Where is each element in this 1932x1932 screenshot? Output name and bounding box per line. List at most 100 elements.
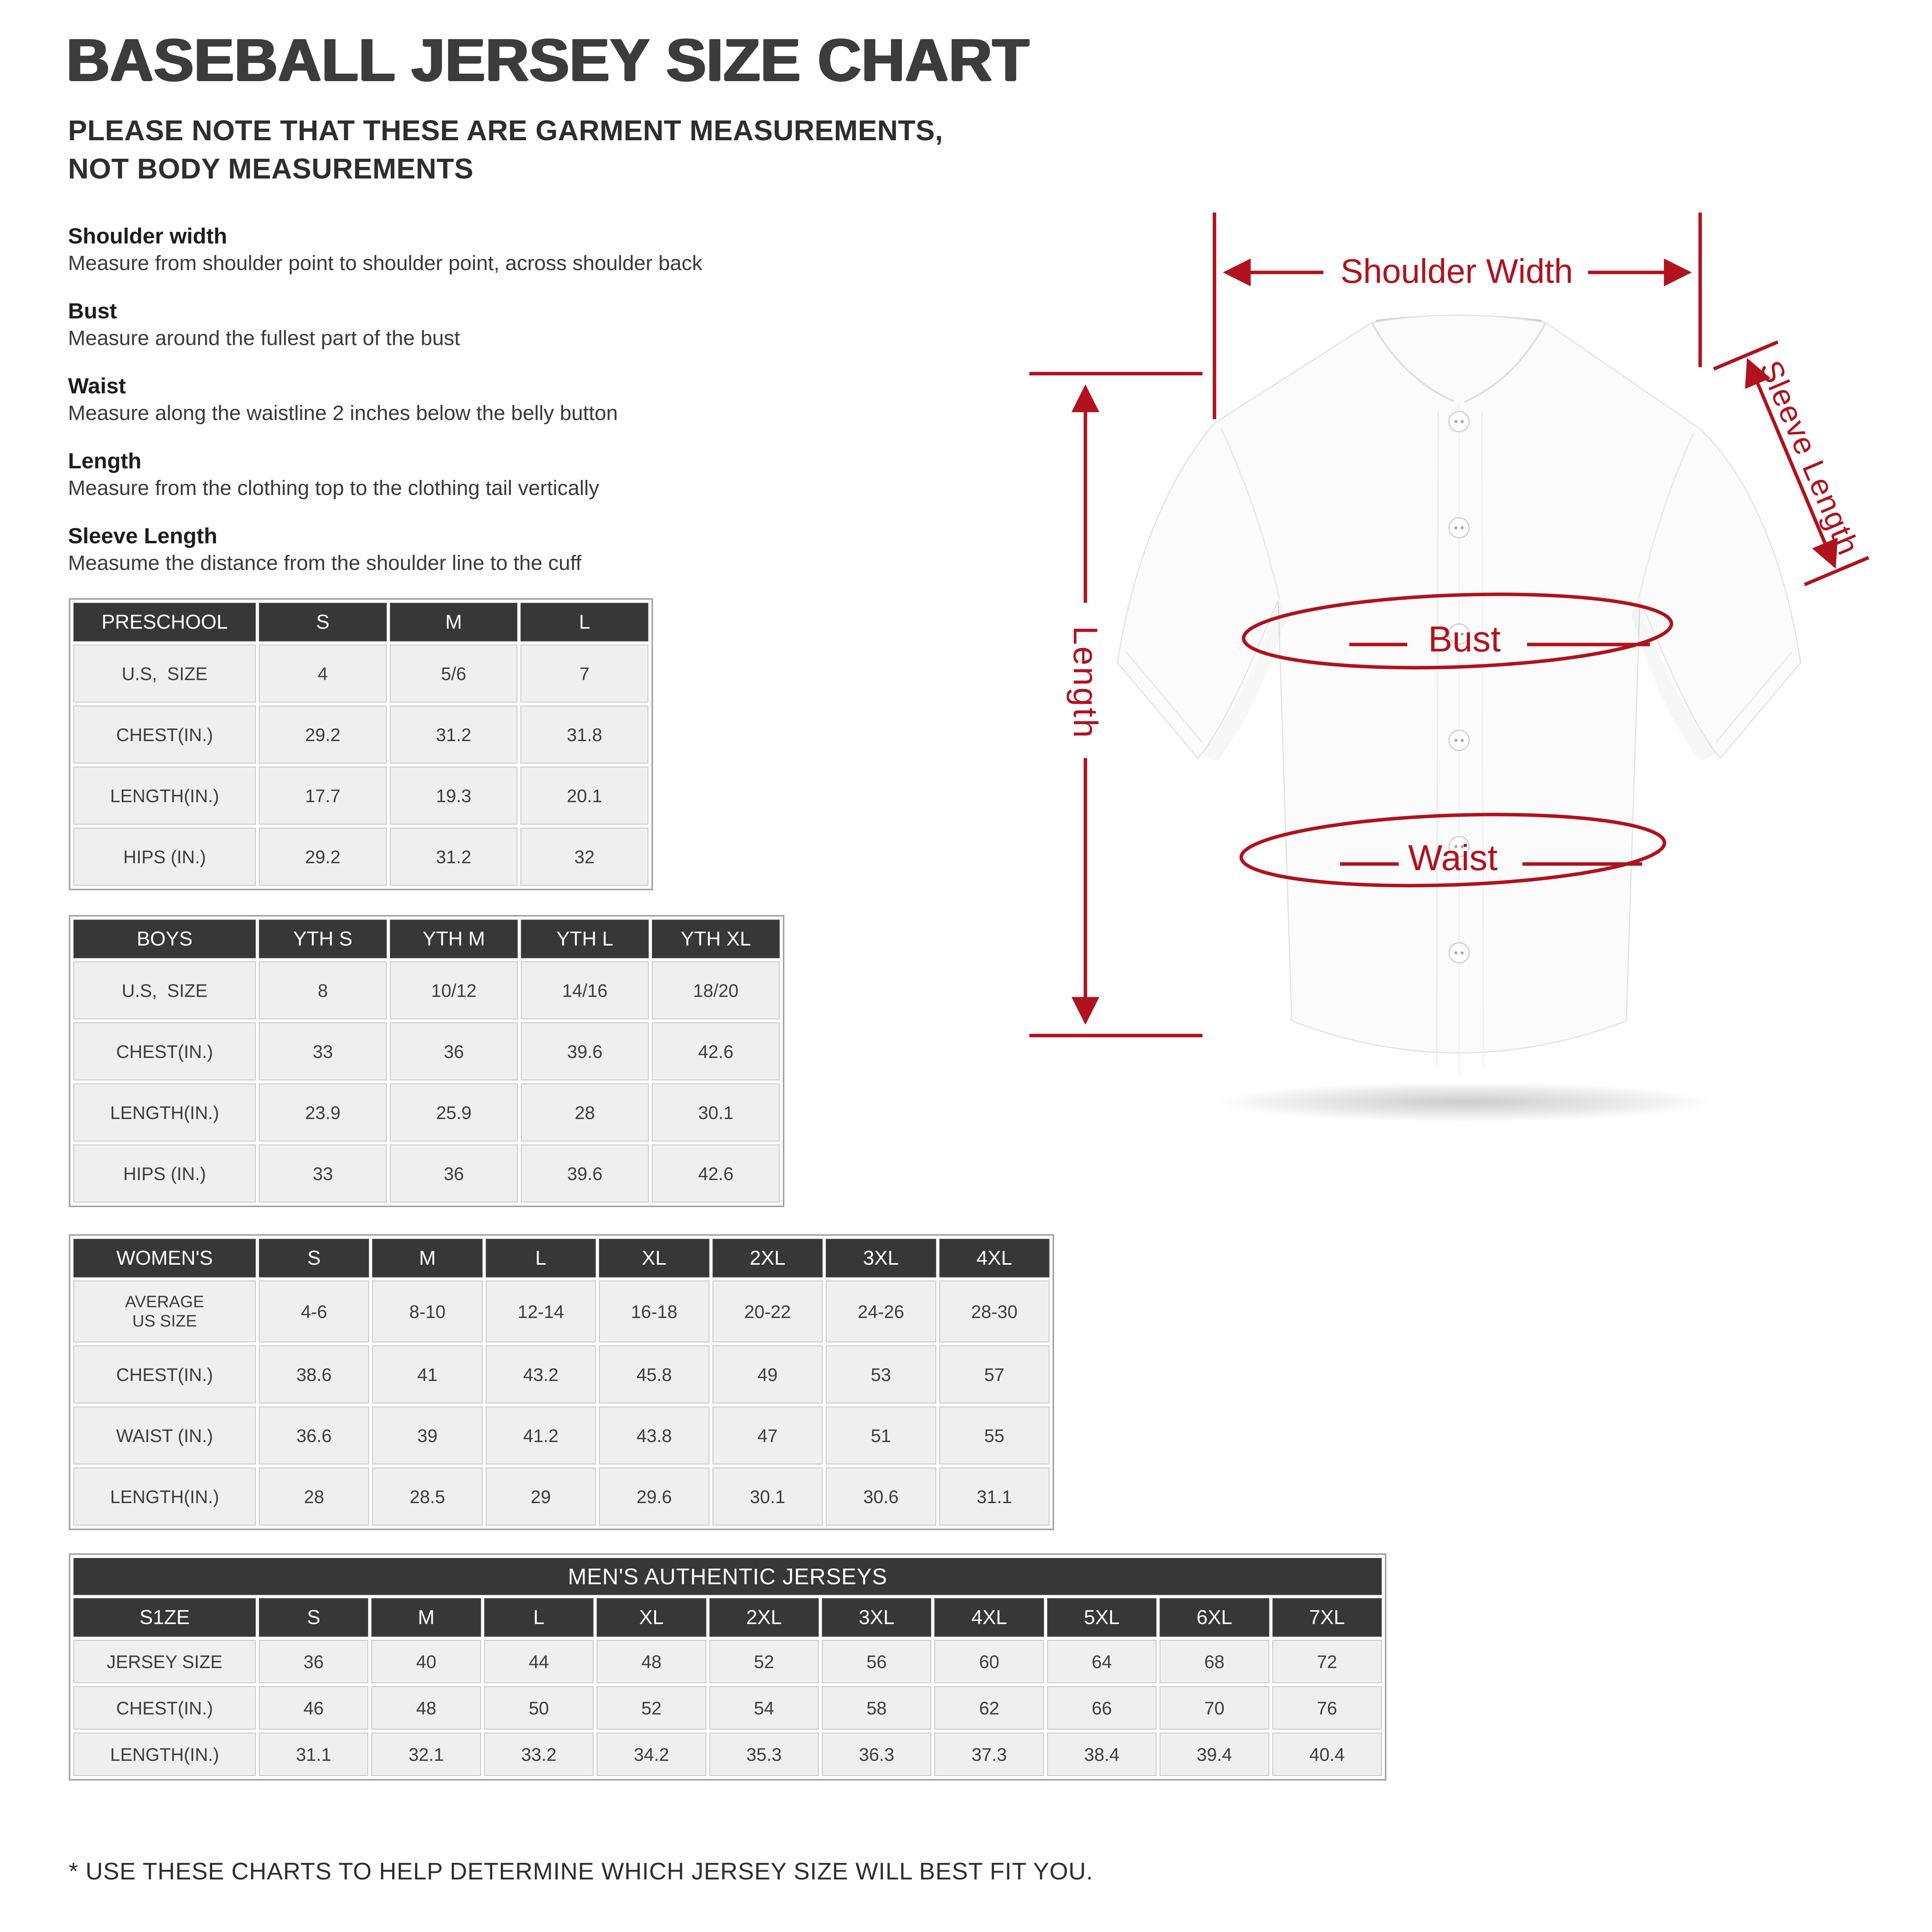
page-title: BASEBALL JERSEY SIZE CHART (66, 26, 1030, 93)
value-cell: 38.6 (259, 1345, 369, 1403)
value-cell: 28 (521, 1083, 649, 1141)
column-header-cell: YTH L (521, 920, 649, 958)
jersey-button-holes (1454, 420, 1464, 954)
value-cell: 29 (485, 1468, 596, 1526)
row-header-cell: JERSEY SIZE (73, 1640, 256, 1683)
table-row: CHEST(IN.) 46 48 50 52 54 58 62 66 70 76 (73, 1686, 1382, 1730)
table-row: WAIST (IN.) 36.6 39 41.2 43.8 47 51 55 (73, 1406, 1049, 1464)
length-dimension (1029, 372, 1202, 1037)
row-header-cell: HIPS (IN.) (73, 828, 256, 886)
column-header-cell: L (484, 1598, 594, 1637)
value-cell: 36 (390, 1145, 518, 1202)
table-title-cell: BOYS (73, 920, 256, 958)
jersey-seam-left (1220, 428, 1281, 600)
shoulder-width-label: Shoulder Width (1340, 252, 1573, 290)
value-cell: 48 (597, 1640, 706, 1683)
definition-desc: Measure from shoulder point to shoulder … (68, 252, 702, 275)
table-row: LENGTH(IN.) 28 28.5 29 29.6 30.1 30.6 31.1 (73, 1468, 1049, 1526)
table-title-cell: S1ZE (73, 1598, 256, 1637)
definition-desc: Measure around the fullest part of the b… (68, 327, 460, 350)
value-cell: 33 (259, 1145, 387, 1202)
value-cell: 28.5 (372, 1468, 483, 1526)
value-cell: 37.3 (934, 1733, 1044, 1776)
value-cell: 76 (1272, 1686, 1382, 1730)
value-cell: 66 (1047, 1686, 1157, 1730)
boys-size-table: BOYS YTH S YTH M YTH L YTH XL U.S, SIZE 8 10/12… (69, 915, 784, 1207)
column-header-cell: M (389, 603, 518, 641)
jersey-neckline-right (1464, 322, 1547, 403)
column-header-cell: YTH S (259, 920, 387, 958)
column-header-cell: YTH M (390, 920, 518, 958)
jersey-placket-right (1481, 411, 1484, 1067)
value-cell: 30.1 (712, 1468, 823, 1526)
value-cell: 72 (1272, 1640, 1382, 1683)
value-cell: 33 (259, 1022, 387, 1080)
value-cell: 52 (597, 1686, 706, 1730)
column-header-cell: L (520, 603, 648, 641)
column-header-cell: 2XL (712, 1239, 823, 1277)
definition-bust: Bust Measure around the fullest part of … (68, 298, 1015, 350)
value-cell: 38.4 (1047, 1733, 1157, 1776)
definition-term: Length (68, 449, 141, 473)
column-header-cell: 3XL (821, 1598, 932, 1637)
table-row: U.S, SIZE 4 5/6 7 (73, 645, 648, 702)
row-header-cell: AVERAGE US SIZE (73, 1281, 256, 1342)
table-row: CHEST(IN.) 38.6 41 43.2 45.8 49 53 57 (73, 1345, 1049, 1403)
column-header-cell: 2XL (709, 1598, 819, 1637)
value-cell: 32.1 (371, 1733, 481, 1776)
page-subtitle: PLEASE NOTE THAT THESE ARE GARMENT MEASU… (68, 114, 943, 185)
value-cell: 46 (259, 1686, 369, 1730)
definition-term: Waist (68, 374, 126, 398)
table-row: HIPS (IN.) 29.2 31.2 32 (73, 828, 648, 886)
value-cell: 10/12 (390, 961, 518, 1019)
value-cell: 32 (520, 828, 648, 886)
womens-size-table: WOMEN'S S M L XL 2XL 3XL 4XL AVERAGE US SIZE 4-6 8… (69, 1234, 1054, 1530)
column-header-cell: 4XL (934, 1598, 1044, 1637)
value-cell: 50 (484, 1686, 594, 1730)
value-cell: 31.1 (939, 1468, 1049, 1526)
value-cell: 40 (371, 1640, 481, 1683)
row-header-cell: CHEST(IN.) (73, 1345, 256, 1403)
value-cell: 34.2 (597, 1733, 706, 1776)
value-cell: 4-6 (259, 1281, 369, 1342)
value-cell: 19.3 (389, 767, 518, 825)
value-cell: 7 (520, 645, 648, 702)
bust-label: Bust (1428, 619, 1501, 659)
sleeve-length-dimension (1713, 340, 1869, 587)
definition-shoulder-width: Shoulder width Measure from shoulder poi… (68, 223, 1015, 275)
column-header-cell: 7XL (1272, 1598, 1382, 1637)
table-row: CHEST(IN.) 29.2 31.2 31.8 (73, 706, 648, 764)
definition-desc: Measume the distance from the shoulder l… (68, 551, 582, 575)
value-cell: 54 (709, 1686, 819, 1730)
value-cell: 28 (259, 1468, 369, 1526)
value-cell: 57 (939, 1345, 1049, 1403)
table-row: JERSEY SIZE 36 40 44 48 52 56 60 64 68 72 (73, 1640, 1382, 1683)
definition-term: Shoulder width (68, 224, 227, 248)
value-cell: 8 (259, 961, 387, 1019)
column-header-cell: S (259, 1598, 369, 1637)
definition-waist: Waist Measure along the waistline 2 inch… (68, 373, 1015, 425)
definition-sleeve-length: Sleeve Length Measume the distance from … (68, 523, 1015, 575)
table-row: LENGTH(IN.) 17.7 19.3 20.1 (73, 767, 648, 825)
definition-desc: Measure from the clothing top to the clo… (68, 476, 599, 500)
measurement-annotations (1029, 213, 1869, 1037)
value-cell: 31.2 (389, 706, 518, 764)
value-cell: 31.2 (389, 828, 518, 886)
value-cell: 52 (709, 1640, 819, 1683)
jersey-placket-left (1436, 411, 1439, 1067)
column-header-cell: 5XL (1047, 1598, 1157, 1637)
row-header-cell: HIPS (IN.) (73, 1145, 256, 1202)
table-row: U.S, SIZE 8 10/12 14/16 18/20 (73, 961, 780, 1019)
value-cell: 42.6 (652, 1145, 780, 1202)
value-cell: 44 (484, 1640, 594, 1683)
column-header-cell: M (372, 1239, 483, 1277)
value-cell: 29.6 (599, 1468, 709, 1526)
table-banner: MEN'S AUTHENTIC JERSEYS (73, 1558, 1382, 1595)
column-header-cell: 4XL (939, 1239, 1049, 1277)
table-title-cell: WOMEN'S (73, 1239, 256, 1277)
value-cell: 29.2 (259, 828, 387, 886)
definition-length: Length Measure from the clothing top to … (68, 448, 1015, 500)
value-cell: 36.6 (259, 1406, 369, 1464)
value-cell: 51 (826, 1406, 936, 1464)
value-cell: 40.4 (1272, 1733, 1382, 1776)
